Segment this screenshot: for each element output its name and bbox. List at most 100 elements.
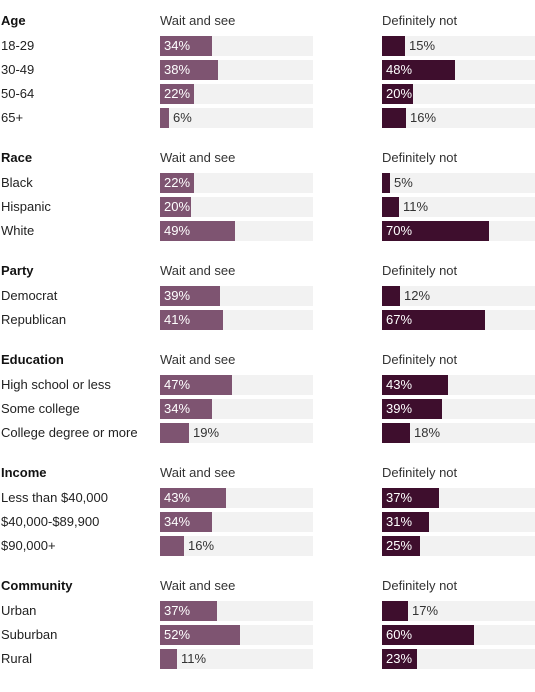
bar-definitely-not (382, 512, 429, 532)
bar-value-label: 31% (386, 514, 413, 529)
bar-value-label: 52% (164, 627, 191, 642)
bar-track: 67% (382, 310, 535, 330)
bar-track: 5% (382, 173, 535, 193)
bar-definitely-not (382, 536, 420, 556)
bar-wait-and-see (160, 512, 212, 532)
row-label: 50-64 (1, 86, 35, 101)
column-header-wait-and-see: Wait and see (160, 263, 236, 278)
bar-track: 48% (382, 60, 535, 80)
row-label: Republican (1, 312, 67, 327)
bar-definitely-not (382, 375, 448, 395)
bar-wait-and-see (160, 286, 220, 306)
bar-wait-and-see (160, 375, 232, 395)
bar-track: 37% (160, 601, 313, 621)
bar-track: 39% (382, 399, 535, 419)
bar-value-label: 20% (386, 86, 413, 101)
column-header-definitely-not: Definitely not (382, 150, 458, 165)
bar-track: 31% (382, 512, 535, 532)
bar-definitely-not (382, 488, 439, 508)
bar-value-label: 43% (164, 490, 191, 505)
bar-track: 19% (160, 423, 313, 443)
bar-track: 43% (382, 375, 535, 395)
column-header-definitely-not: Definitely not (382, 465, 458, 480)
row-label: Hispanic (1, 199, 51, 214)
bar-track: 22% (160, 173, 313, 193)
bar-value-label: 60% (386, 627, 413, 642)
column-header-wait-and-see: Wait and see (160, 13, 236, 28)
row-label: Urban (1, 603, 37, 618)
row-label: College degree or more (1, 425, 138, 440)
bar-track: 47% (160, 375, 313, 395)
bar-value-label: 16% (410, 110, 437, 125)
bar-value-label: 11% (403, 199, 429, 214)
bar-value-label: 17% (412, 603, 439, 618)
bar-value-label: 39% (164, 288, 191, 303)
bar-definitely-not (382, 36, 405, 56)
bar-value-label: 38% (164, 62, 191, 77)
bar-value-label: 20% (164, 199, 191, 214)
column-header-definitely-not: Definitely not (382, 578, 458, 593)
bar-value-label: 43% (386, 377, 413, 392)
bar-definitely-not (382, 221, 489, 241)
bar-track: 15% (382, 36, 535, 56)
bar-value-label: 18% (414, 425, 441, 440)
column-header-definitely-not: Definitely not (382, 13, 458, 28)
bar-track: 16% (160, 536, 313, 556)
column-header-definitely-not: Definitely not (382, 263, 458, 278)
bar-definitely-not (382, 84, 413, 104)
group-title: Party (1, 263, 34, 278)
bar-value-label: 22% (164, 175, 191, 190)
bar-value-label: 34% (164, 514, 191, 529)
bar-definitely-not (382, 173, 390, 193)
row-label: White (1, 223, 35, 238)
row-label: 65+ (1, 110, 24, 125)
bar-value-label: 5% (394, 175, 413, 190)
bar-track: 38% (160, 60, 313, 80)
bar-track: 34% (160, 36, 313, 56)
row-label: 30-49 (1, 62, 35, 77)
row-label: $40,000-$89,900 (1, 514, 100, 529)
bar-track: 17% (382, 601, 535, 621)
bar-track: 34% (160, 399, 313, 419)
bar-wait-and-see (160, 60, 218, 80)
bar-track: 70% (382, 221, 535, 241)
bar-value-label: 23% (386, 651, 413, 666)
bar-wait-and-see (160, 601, 217, 621)
bar-definitely-not (382, 423, 410, 443)
bar-track: 39% (160, 286, 313, 306)
bar-definitely-not (382, 310, 485, 330)
bar-wait-and-see (160, 625, 240, 645)
bar-definitely-not (382, 625, 474, 645)
bar-track: 37% (382, 488, 535, 508)
bar-value-label: 22% (164, 86, 191, 101)
bar-value-label: 37% (164, 603, 191, 618)
bar-wait-and-see (160, 649, 177, 669)
row-label: 18-29 (1, 38, 35, 53)
bar-wait-and-see (160, 84, 194, 104)
bar-track: 34% (160, 512, 313, 532)
bar-track: 41% (160, 310, 313, 330)
bar-track: 11% (382, 197, 535, 217)
bar-wait-and-see (160, 310, 223, 330)
bar-track: 12% (382, 286, 535, 306)
bar-wait-and-see (160, 173, 194, 193)
bar-value-label: 15% (409, 38, 436, 53)
bar-value-label: 70% (386, 223, 413, 238)
row-label: $90,000+ (1, 538, 56, 553)
bar-definitely-not (382, 108, 406, 128)
group-title: Age (1, 13, 26, 28)
bar-wait-and-see (160, 36, 212, 56)
bar-track: 11% (160, 649, 313, 669)
row-label: Suburban (1, 627, 58, 642)
bar-value-label: 34% (164, 38, 191, 53)
bar-value-label: 12% (404, 288, 431, 303)
row-label: Black (1, 175, 33, 190)
bar-track: 60% (382, 625, 535, 645)
group-title: Education (1, 352, 64, 367)
bar-value-label: 37% (386, 490, 413, 505)
column-header-wait-and-see: Wait and see (160, 150, 236, 165)
row-label: High school or less (1, 377, 111, 392)
bar-value-label: 67% (386, 312, 413, 327)
group-title: Race (1, 150, 33, 165)
bar-wait-and-see (160, 108, 169, 128)
